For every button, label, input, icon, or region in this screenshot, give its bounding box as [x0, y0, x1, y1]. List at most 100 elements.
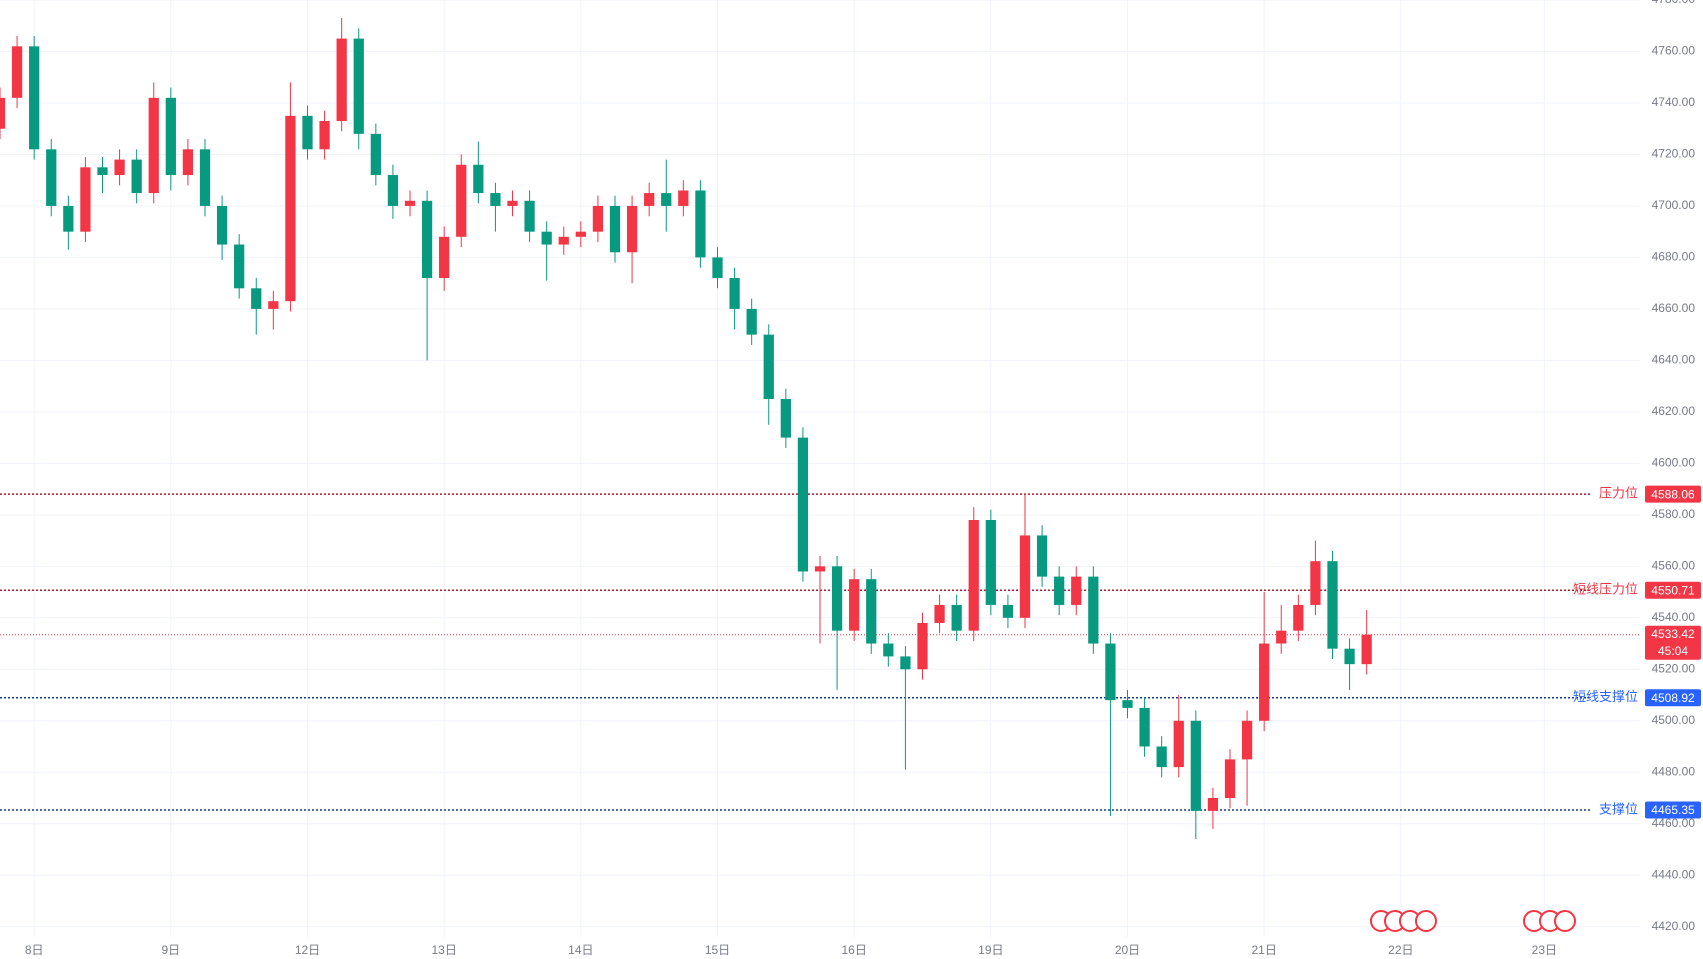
candle-body: [729, 278, 740, 309]
candle-body: [644, 193, 655, 206]
y-tick-label: 4620.00: [1652, 404, 1696, 418]
candle-body: [1054, 576, 1065, 605]
candle-body: [63, 205, 74, 232]
y-tick-label: 4440.00: [1652, 867, 1696, 881]
x-tick-label: 21日: [1251, 943, 1276, 957]
candle-body: [1002, 604, 1014, 618]
candle-body: [1310, 561, 1321, 605]
y-tick-label: 4520.00: [1652, 661, 1696, 675]
y-tick-label: 4680.00: [1652, 250, 1696, 264]
candle-body: [439, 236, 450, 279]
candle-body: [1224, 759, 1236, 798]
x-tick-label: 15日: [705, 943, 730, 957]
candle-body: [387, 175, 399, 206]
candle-body: [507, 200, 518, 206]
y-tick-label: 4460.00: [1652, 816, 1696, 830]
candle-body: [592, 205, 604, 232]
y-tick-label: 4580.00: [1652, 507, 1696, 521]
x-tick-label: 19日: [978, 943, 1003, 957]
level-name: 支撑位: [1599, 801, 1638, 816]
x-tick-label: 13日: [431, 943, 456, 957]
event-icon[interactable]: [1415, 910, 1437, 932]
countdown: 45:04: [1658, 644, 1688, 658]
candle-body: [541, 231, 552, 245]
price-tag: [1645, 485, 1701, 503]
x-tick-label: 12日: [295, 943, 320, 957]
candle-body: [1156, 746, 1167, 768]
candle-body: [148, 97, 159, 194]
candle-body: [780, 398, 791, 438]
candle-body: [1088, 576, 1099, 644]
y-tick-label: 4780.00: [1652, 0, 1696, 6]
y-tick-label: 4640.00: [1652, 353, 1696, 367]
y-tick-label: 4720.00: [1652, 147, 1696, 161]
event-flags: [1370, 910, 1576, 932]
candle-body: [661, 193, 672, 206]
y-tick-label: 4540.00: [1652, 610, 1696, 624]
candle-body: [1344, 648, 1355, 665]
x-tick-label: 22日: [1388, 943, 1413, 957]
candle-body: [1122, 700, 1133, 708]
y-tick-label: 4500.00: [1652, 713, 1696, 727]
candle-body: [626, 205, 638, 253]
candle-body: [182, 149, 194, 176]
candle-body: [199, 149, 211, 206]
candle-body: [490, 193, 501, 206]
candle-body: [814, 566, 826, 572]
candle-body: [216, 205, 228, 245]
price-tag: [1645, 581, 1701, 599]
candle-body: [268, 301, 279, 309]
level-name: 短线压力位: [1573, 582, 1638, 597]
event-icon[interactable]: [1554, 910, 1576, 932]
candle-body: [80, 167, 91, 232]
candle-body: [575, 231, 586, 237]
candle-body: [900, 656, 911, 670]
candle-body: [1173, 720, 1184, 768]
candle-body: [524, 200, 535, 232]
candle-body: [11, 46, 23, 98]
level-price: 4588.06: [1651, 487, 1695, 501]
candle-body: [1036, 535, 1048, 577]
candle-body: [234, 244, 245, 289]
y-tick-label: 4700.00: [1652, 198, 1696, 212]
y-tick-label: 4480.00: [1652, 764, 1696, 778]
y-tick-label: 4740.00: [1652, 95, 1696, 109]
candle-body: [866, 579, 877, 644]
candle-body: [1019, 535, 1031, 618]
candle-body: [97, 167, 108, 176]
grid: [0, 0, 1640, 937]
candle-body: [0, 97, 6, 129]
candle-body: [319, 120, 330, 150]
candle-body: [883, 643, 894, 657]
candle-body: [763, 334, 774, 399]
candle-body: [251, 288, 262, 309]
candle-body: [917, 622, 928, 670]
x-tick-label: 23日: [1532, 943, 1557, 957]
candle-body: [712, 257, 723, 279]
candle-body: [849, 579, 860, 631]
candle-body: [934, 604, 945, 623]
y-tick-label: 4600.00: [1652, 456, 1696, 470]
x-tick-label: 14日: [568, 943, 593, 957]
candle-body: [1071, 576, 1082, 605]
candle-body: [968, 519, 979, 631]
last-price: 4533.42: [1651, 627, 1695, 641]
candle-body: [1327, 561, 1338, 649]
level-name: 压力位: [1599, 486, 1638, 501]
candle-body: [1139, 707, 1150, 747]
x-tick-label: 20日: [1115, 943, 1140, 957]
y-tick-label: 4660.00: [1652, 301, 1696, 315]
level-name: 短线支撑位: [1573, 689, 1638, 704]
candle-body: [797, 437, 809, 572]
candle-body: [29, 46, 40, 150]
level-price: 4465.35: [1651, 803, 1695, 817]
candle-body: [285, 115, 296, 302]
candle-body: [1241, 720, 1253, 760]
y-tick-label: 4420.00: [1652, 919, 1696, 933]
price-tag: [1645, 625, 1701, 660]
x-tick-label: 8日: [25, 943, 44, 957]
candle-body: [678, 190, 689, 206]
